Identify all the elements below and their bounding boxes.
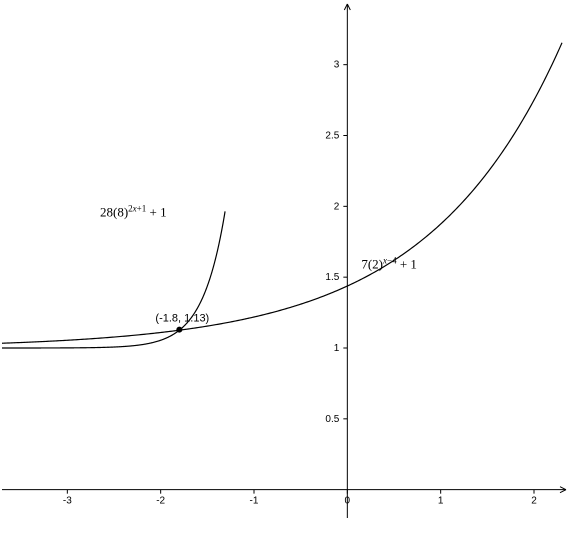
x-tick-label: -3 [63, 496, 72, 507]
curve-1-label: 28(8)2x+1 + 1 [100, 203, 167, 219]
x-tick-label: -1 [250, 496, 259, 507]
curve-2 [2, 43, 562, 343]
x-tick-label: 0 [345, 496, 351, 507]
y-tick-label: 1.5 [325, 272, 339, 283]
x-tick-label: -2 [156, 496, 165, 507]
y-tick-label: 1 [334, 343, 340, 354]
y-tick-label: 2.5 [325, 131, 339, 142]
exponential-chart: -3 -2 -1 0 1 2 0.5 1 1.5 2 2.5 3 (-1.8, 1.13) 28(8)2x… [0, 0, 570, 538]
curve-2-label: 7(2)x−4 + 1 [361, 256, 417, 272]
chart-svg: -3 -2 -1 0 1 2 0.5 1 1.5 2 2.5 3 (-1.8, 1.13) 28(8)2x… [0, 0, 570, 538]
x-tick-label: 2 [531, 496, 537, 507]
x-tick-label: 1 [438, 496, 444, 507]
y-tick-label: 3 [334, 60, 340, 71]
intersection-point [176, 327, 182, 333]
y-tick-label: 2 [334, 201, 340, 212]
intersection-label: (-1.8, 1.13) [155, 313, 209, 325]
curve-1 [2, 211, 225, 348]
y-tick-label: 0.5 [325, 414, 339, 425]
